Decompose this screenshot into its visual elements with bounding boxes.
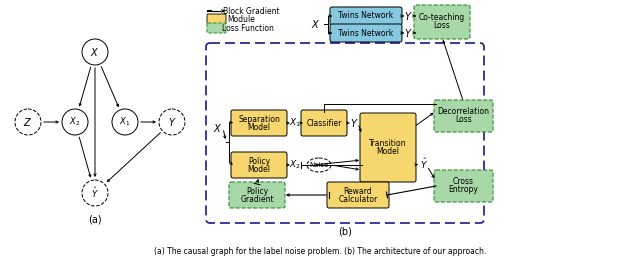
FancyBboxPatch shape — [414, 5, 470, 39]
Text: Calculator: Calculator — [339, 195, 378, 204]
FancyBboxPatch shape — [231, 110, 287, 136]
Text: Model: Model — [248, 164, 271, 174]
Text: $X_2$: $X_2$ — [289, 159, 301, 171]
FancyBboxPatch shape — [231, 152, 287, 178]
Text: $X$: $X$ — [90, 46, 100, 58]
Text: $Y$: $Y$ — [168, 116, 176, 128]
Text: $Y$: $Y$ — [404, 10, 412, 22]
Text: Co-teaching: Co-teaching — [419, 13, 465, 23]
Text: Cross: Cross — [453, 178, 474, 186]
Text: Separation: Separation — [238, 114, 280, 124]
Text: Noise: Noise — [309, 162, 329, 168]
Text: Twins Network: Twins Network — [339, 28, 394, 38]
Text: Loss Function: Loss Function — [222, 24, 274, 33]
Text: Loss: Loss — [434, 22, 451, 31]
Text: Entropy: Entropy — [449, 185, 479, 195]
Text: $\hat{Y}$: $\hat{Y}$ — [420, 157, 428, 171]
Text: Model: Model — [376, 147, 399, 156]
FancyBboxPatch shape — [434, 100, 493, 132]
Text: Policy: Policy — [246, 186, 268, 195]
Circle shape — [82, 39, 108, 65]
Text: $Y$: $Y$ — [404, 27, 412, 39]
Text: (b): (b) — [338, 227, 352, 237]
FancyBboxPatch shape — [330, 7, 402, 25]
Circle shape — [62, 109, 88, 135]
Text: Model: Model — [248, 123, 271, 132]
Text: Module: Module — [227, 15, 255, 24]
Text: Classifier: Classifier — [307, 119, 342, 128]
Text: Block Gradient: Block Gradient — [223, 7, 279, 16]
FancyBboxPatch shape — [327, 182, 389, 208]
Circle shape — [112, 109, 138, 135]
Text: Reward: Reward — [344, 186, 372, 195]
FancyBboxPatch shape — [229, 182, 285, 208]
FancyBboxPatch shape — [360, 113, 416, 182]
Text: $X$: $X$ — [213, 122, 223, 134]
Text: (a): (a) — [88, 215, 102, 225]
FancyBboxPatch shape — [206, 43, 484, 223]
FancyBboxPatch shape — [301, 110, 347, 136]
Text: Loss: Loss — [455, 115, 472, 124]
Text: $X_1$: $X_1$ — [289, 117, 301, 129]
Text: $X_1$: $X_1$ — [120, 116, 131, 128]
Text: $Y$: $Y$ — [349, 117, 358, 129]
FancyBboxPatch shape — [207, 23, 226, 33]
Text: Decorrelation: Decorrelation — [438, 108, 490, 117]
Text: $Z$: $Z$ — [24, 116, 33, 128]
Text: $X_2$: $X_2$ — [69, 116, 81, 128]
Text: $\hat{Y}$: $\hat{Y}$ — [91, 186, 99, 200]
FancyBboxPatch shape — [207, 14, 226, 24]
FancyBboxPatch shape — [330, 24, 402, 42]
Circle shape — [159, 109, 185, 135]
Text: (a) The causal graph for the label noise problem. (b) The architecture of our ap: (a) The causal graph for the label noise… — [154, 247, 486, 256]
FancyBboxPatch shape — [434, 170, 493, 202]
Text: Policy: Policy — [248, 156, 270, 165]
Circle shape — [82, 180, 108, 206]
Text: Gradient: Gradient — [240, 195, 274, 204]
Ellipse shape — [307, 158, 331, 172]
Text: $X$: $X$ — [311, 18, 321, 30]
Circle shape — [15, 109, 41, 135]
Text: Twins Network: Twins Network — [339, 12, 394, 21]
Text: Transition: Transition — [369, 139, 407, 148]
